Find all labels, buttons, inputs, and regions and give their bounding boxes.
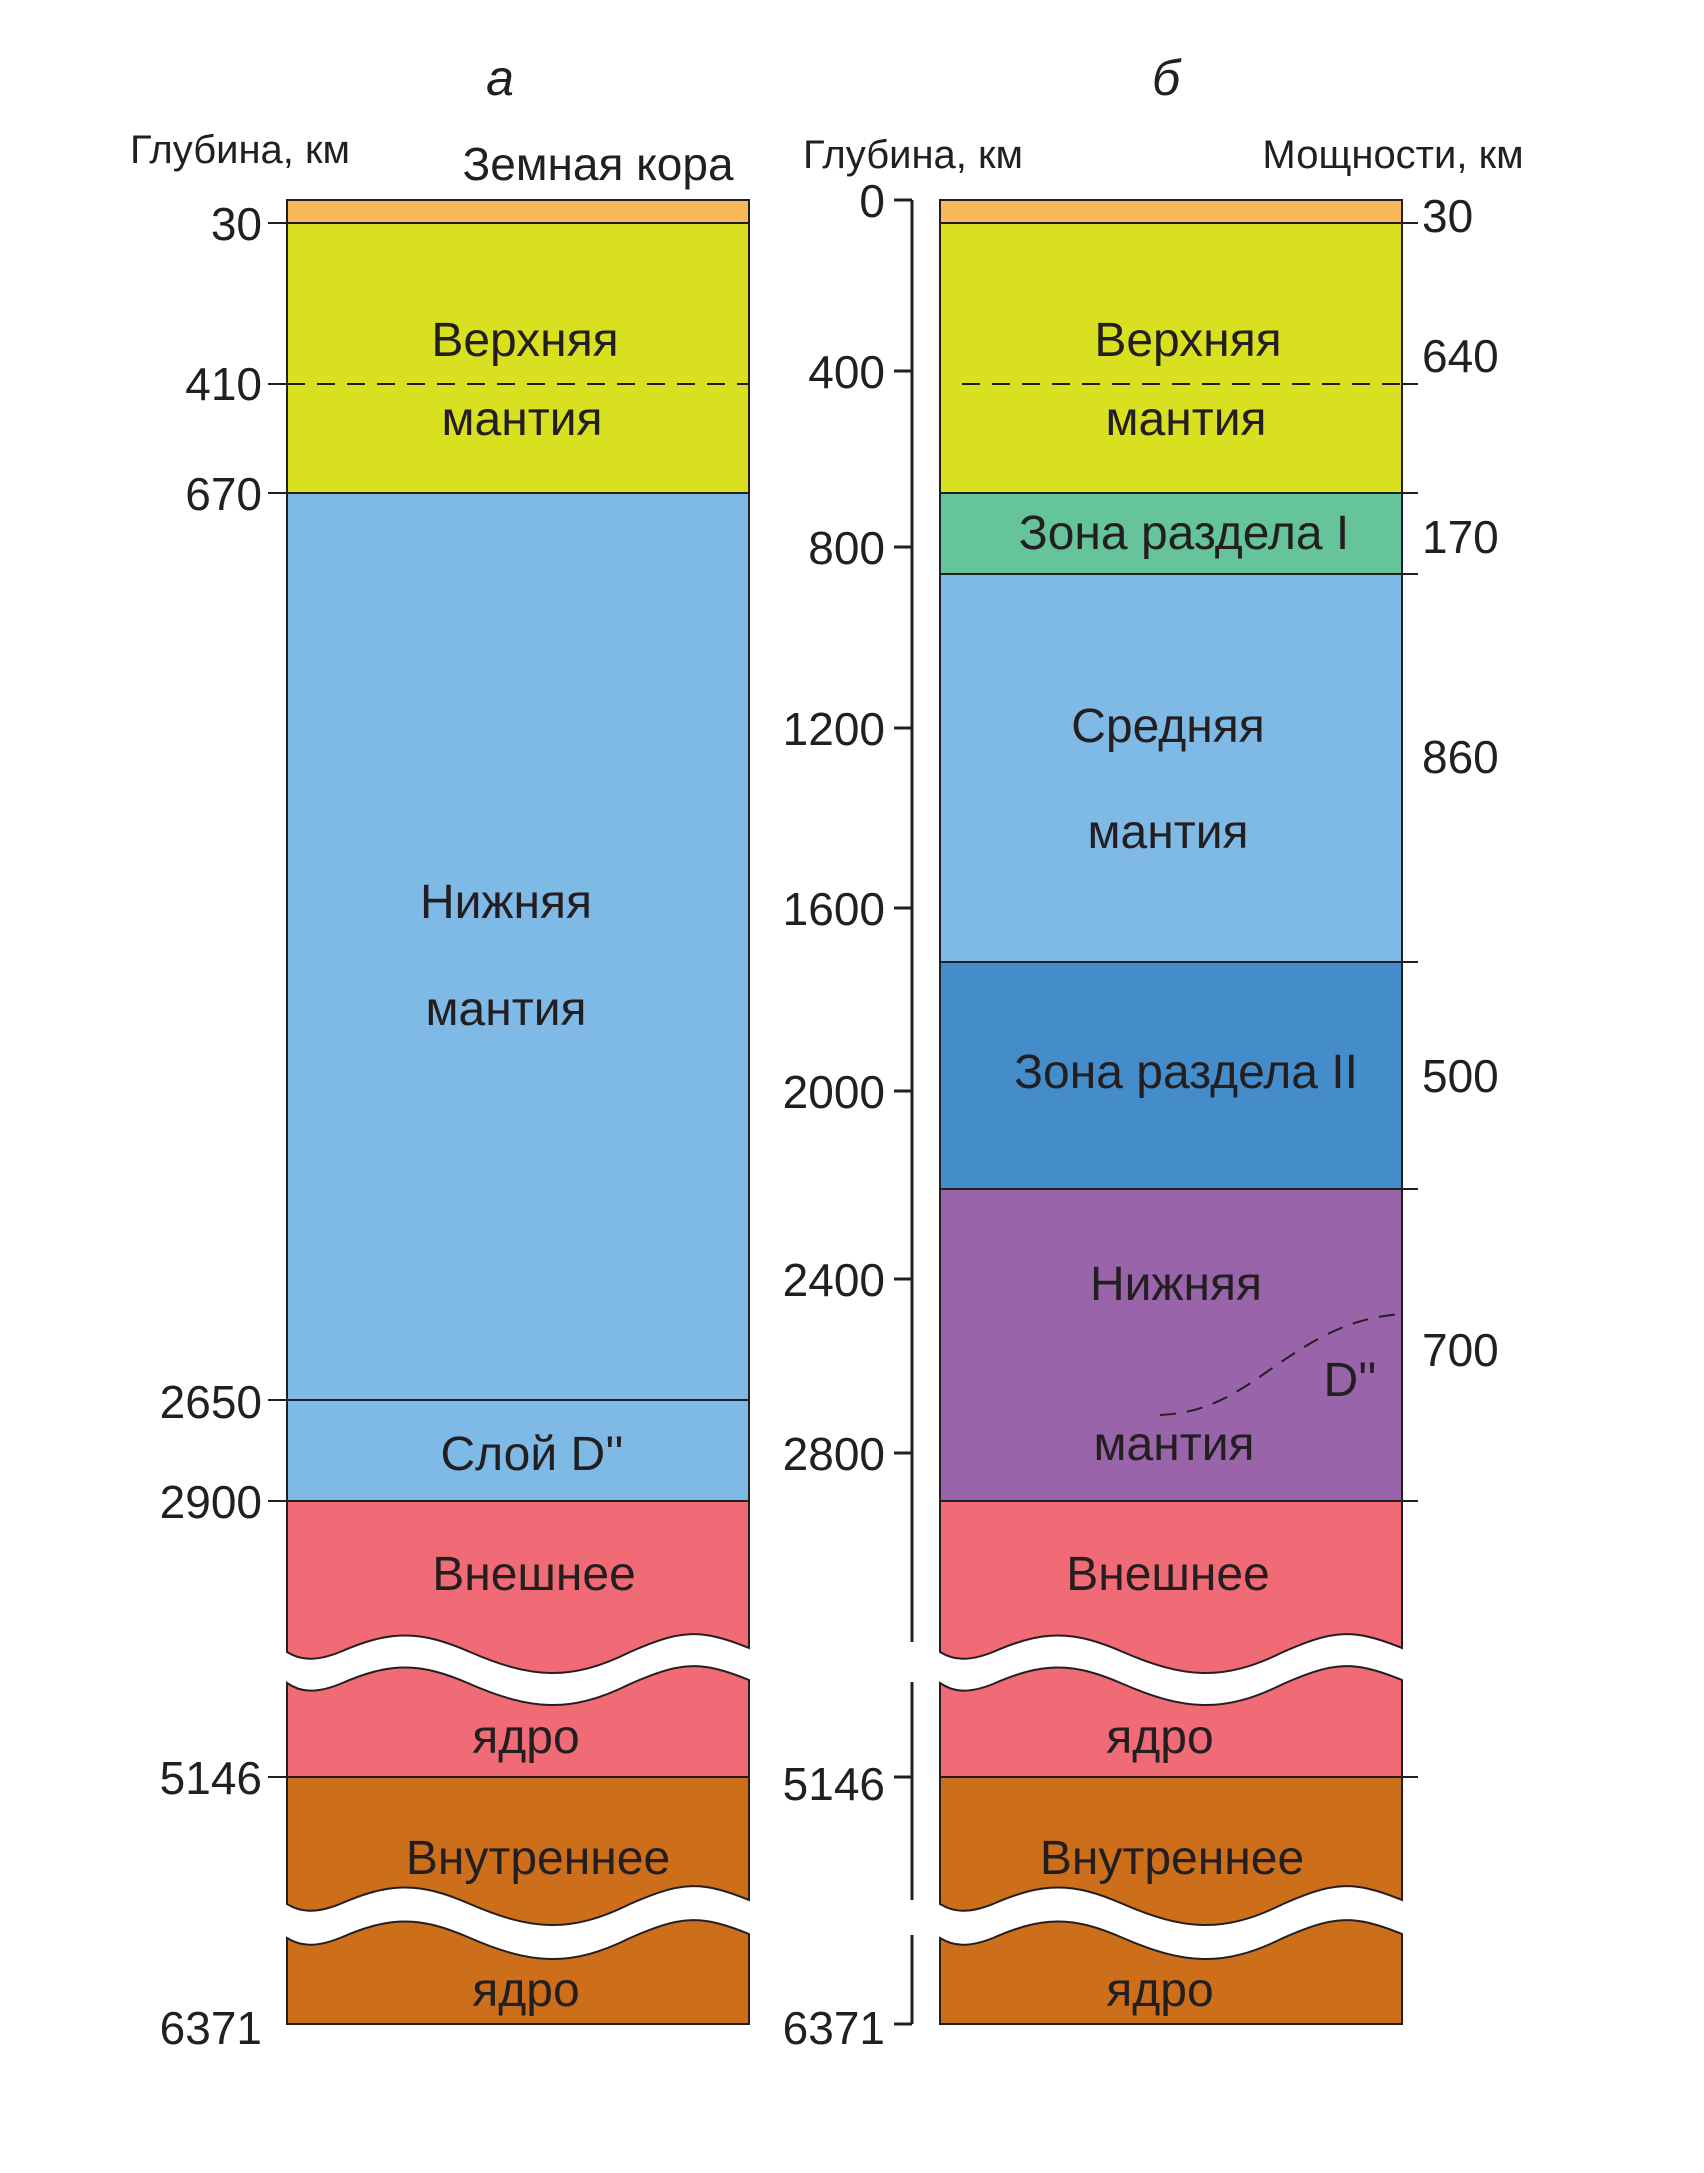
b-depth-800: 800 (808, 522, 885, 574)
b-lower-mantle-label-2: мантия (1094, 1418, 1255, 1471)
a-upper-mantle-label-1: Верхняя (431, 314, 618, 367)
b-upper-mantle-label-2: мантия (1106, 393, 1267, 446)
a-d-layer (286, 1399, 750, 1502)
b-depth-2800: 2800 (783, 1428, 885, 1480)
a-inner-core-label-1: Внутреннее (406, 1832, 670, 1885)
a-lower-mantle-label-2: мантия (426, 983, 587, 1036)
a-inner-core-label-2: ядро (472, 1964, 579, 2017)
b-zone-i-label: Зона раздела I (1019, 507, 1350, 560)
b-depth-2000: 2000 (783, 1066, 885, 1118)
b-depth-6371: 6371 (783, 2002, 885, 2054)
panel-b: б Глубина, км Мощности, км 0 400 800 120… (783, 50, 1524, 2054)
b-middle-mantle-layer (939, 573, 1403, 963)
panel-b-letter: б (1152, 50, 1182, 106)
b-lower-mantle-layer (939, 1188, 1403, 1502)
a-depth-410: 410 (185, 358, 262, 410)
b-zone-ii-layer (939, 961, 1403, 1190)
b-depth-1600: 1600 (783, 883, 885, 935)
a-outer-core-upper (286, 1500, 750, 1674)
b-thickness-700: 700 (1422, 1324, 1499, 1376)
b-inner-core-upper (939, 1776, 1403, 1926)
panel-a-letter: а (486, 50, 514, 106)
a-depth-30: 30 (211, 198, 262, 250)
a-lower-mantle-label-1: Нижняя (420, 876, 592, 929)
a-lower-mantle-layer (286, 492, 750, 1401)
b-lower-mantle-label-1: Нижняя (1090, 1258, 1262, 1311)
b-depth-5146: 5146 (783, 1758, 885, 1810)
b-depth-400: 400 (808, 346, 885, 398)
a-inner-core-upper (286, 1776, 750, 1926)
a-outer-core-label-2: ядро (472, 1711, 579, 1764)
b-thickness-ticks (1402, 222, 1418, 1778)
crust-label: Земная кора (462, 138, 733, 190)
b-depth-0: 0 (859, 175, 885, 227)
a-upper-mantle-layer (286, 222, 750, 494)
b-inner-core-label-2: ядро (1106, 1964, 1213, 2017)
b-outer-core-upper (939, 1500, 1403, 1674)
b-upper-mantle-label-1: Верхняя (1094, 314, 1281, 367)
b-crust-layer (939, 199, 1403, 224)
b-outer-core-label-1: Внешнее (1066, 1548, 1270, 1601)
b-zone-i-layer (939, 492, 1403, 575)
a-depth-2900: 2900 (160, 1476, 262, 1528)
a-crust-layer (286, 199, 750, 224)
b-d-marker-label: D'' (1324, 1354, 1377, 1407)
a-upper-mantle-label-2: мантия (442, 393, 603, 446)
b-thickness-500: 500 (1422, 1050, 1499, 1102)
b-middle-mantle-label-2: мантия (1088, 806, 1249, 859)
b-inner-core-label-1: Внутреннее (1040, 1832, 1304, 1885)
a-outer-core-lower (286, 1665, 750, 1778)
b-upper-mantle-layer (939, 222, 1403, 494)
a-depth-ticks (268, 222, 287, 1778)
b-outer-core-label-2: ядро (1106, 1711, 1213, 1764)
b-thickness-860: 860 (1422, 731, 1499, 783)
b-middle-mantle-label-1: Средняя (1071, 700, 1265, 753)
b-thickness-170: 170 (1422, 511, 1499, 563)
b-d-boundary-dashed (1159, 1313, 1403, 1416)
a-outer-core-label-1: Внешнее (432, 1548, 636, 1601)
b-depth-2400: 2400 (783, 1254, 885, 1306)
a-depth-2650: 2650 (160, 1376, 262, 1428)
a-d-layer-label: Слой D'' (440, 1428, 623, 1481)
panel-a-depth-header: Глубина, км (130, 128, 350, 172)
b-thickness-30: 30 (1422, 190, 1473, 242)
panel-b-thickness-header: Мощности, км (1262, 133, 1523, 177)
b-thickness-640: 640 (1422, 330, 1499, 382)
panel-b-depth-header: Глубина, км (803, 133, 1023, 177)
b-depth-ticks (894, 198, 912, 2026)
a-depth-6371: 6371 (160, 2002, 262, 2054)
b-outer-core-lower (939, 1665, 1403, 1778)
b-inner-core-lower (939, 1919, 1403, 2025)
b-depth-1200: 1200 (783, 703, 885, 755)
a-depth-5146: 5146 (160, 1752, 262, 1804)
a-depth-670: 670 (185, 468, 262, 520)
panel-a: а Глубина, км Земная кора 30 410 670 265… (130, 50, 750, 2054)
a-inner-core-lower (286, 1919, 750, 2025)
b-zone-ii-label: Зона раздела II (1014, 1046, 1358, 1099)
